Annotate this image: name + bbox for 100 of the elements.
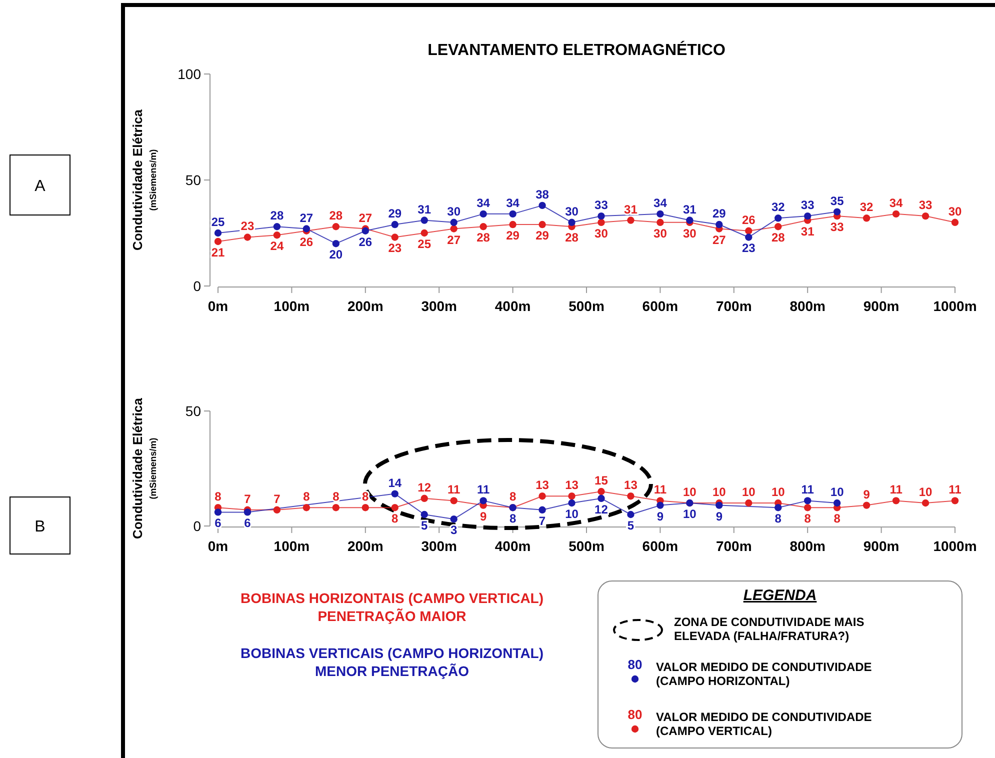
point xyxy=(922,212,930,220)
data-label: 11 xyxy=(476,482,490,497)
data-label: 8 xyxy=(509,490,516,504)
data-label: 25 xyxy=(418,237,432,251)
point xyxy=(302,504,310,512)
point xyxy=(892,210,900,218)
point xyxy=(951,218,959,226)
data-label: 9 xyxy=(863,487,870,502)
data-label: 25 xyxy=(211,215,225,229)
y-tick-label: 0 xyxy=(193,518,202,534)
point xyxy=(892,497,900,504)
y-tick-label: 50 xyxy=(185,172,202,188)
point xyxy=(480,223,487,230)
point xyxy=(450,497,458,504)
point xyxy=(362,504,369,512)
data-label: 33 xyxy=(918,198,933,212)
point xyxy=(568,492,576,500)
data-label: 27 xyxy=(447,232,461,247)
point xyxy=(745,234,752,241)
data-label: 8 xyxy=(214,490,222,504)
data-label: 8 xyxy=(332,490,340,504)
data-label: 8 xyxy=(804,512,812,526)
text: BOBINAS HORIZONTAIS (CAMPO VERTICAL) PENETRAÇÃO MAIOR xyxy=(240,590,544,624)
data-label: 32 xyxy=(771,200,786,214)
data-label: 27 xyxy=(712,232,726,247)
data-label: 23 xyxy=(388,241,402,256)
data-label: 26 xyxy=(358,234,372,249)
data-label: 7 xyxy=(244,492,252,506)
point xyxy=(862,502,870,509)
x-tick-label: 1000m xyxy=(933,538,977,554)
point xyxy=(244,508,252,516)
data-label: 12 xyxy=(594,502,608,516)
data-label: 30 xyxy=(948,204,962,218)
y-axis-title: Condutividade Elétrica (mSiemens/m) xyxy=(130,397,158,539)
data-label: 34 xyxy=(476,196,490,210)
x-tick-label: 300m xyxy=(421,298,458,314)
data-label: 9 xyxy=(480,509,487,524)
data-label: 30 xyxy=(594,226,608,240)
data-label: 24 xyxy=(270,239,284,254)
data-label: 29 xyxy=(712,206,726,221)
point xyxy=(273,223,281,230)
point xyxy=(420,494,428,502)
text: B xyxy=(34,518,46,536)
data-label: 28 xyxy=(565,230,579,245)
x-tick-label: 0m xyxy=(208,538,228,554)
point xyxy=(627,510,634,518)
x-tick-label: 700m xyxy=(716,538,752,554)
data-label: 11 xyxy=(654,482,667,497)
x-tick-label: 100m xyxy=(274,298,310,314)
data-label: 31 xyxy=(800,224,815,238)
data-label: 7 xyxy=(274,492,281,506)
x-tick-label: 600m xyxy=(642,538,678,554)
data-label: 11 xyxy=(948,482,962,497)
point xyxy=(568,218,576,226)
point xyxy=(273,232,281,239)
point xyxy=(656,218,664,226)
x-tick-label: 200m xyxy=(347,298,384,314)
data-label: 26 xyxy=(742,212,756,227)
point xyxy=(450,225,458,232)
point xyxy=(716,220,723,228)
data-label: 30 xyxy=(565,204,579,218)
data-label: 29 xyxy=(388,206,402,221)
point xyxy=(598,212,605,220)
data-label: 29 xyxy=(536,228,550,243)
point xyxy=(480,210,487,218)
data-label: 33 xyxy=(594,198,608,212)
data-label: 7 xyxy=(538,514,546,528)
data-label: 27 xyxy=(358,210,372,225)
point xyxy=(745,499,752,507)
data-label: 34 xyxy=(889,196,904,210)
point xyxy=(391,504,398,512)
data-label: 13 xyxy=(565,478,579,492)
x-tick-label: 800m xyxy=(790,538,826,554)
point xyxy=(509,220,516,228)
data-label: 8 xyxy=(774,512,782,526)
data-label: 12 xyxy=(418,480,432,494)
data-label: 10 xyxy=(918,485,933,499)
y-tick-label: 0 xyxy=(193,278,202,294)
point xyxy=(538,492,546,500)
data-label: 10 xyxy=(683,485,697,499)
point xyxy=(568,499,576,507)
point xyxy=(480,497,487,504)
data-label: 31 xyxy=(683,202,697,216)
point xyxy=(774,214,782,222)
x-tick-label: 900m xyxy=(863,538,900,554)
point xyxy=(804,504,812,512)
data-label: 8 xyxy=(509,512,516,526)
x-tick-label: 700m xyxy=(716,298,752,314)
point xyxy=(598,218,605,226)
y-axis-title: Condutividade Elétrica (mSiemens/m) xyxy=(130,108,158,250)
text: 80 xyxy=(628,707,642,722)
data-label: 3 xyxy=(450,523,458,538)
point xyxy=(538,202,546,210)
point xyxy=(656,210,664,218)
x-tick-label: 100m xyxy=(274,538,310,554)
data-label: 10 xyxy=(683,507,697,521)
x-tick-label: 200m xyxy=(347,538,384,554)
data-label: 8 xyxy=(303,490,310,504)
data-label: 14 xyxy=(388,476,402,490)
x-tick-label: 900m xyxy=(863,298,900,314)
